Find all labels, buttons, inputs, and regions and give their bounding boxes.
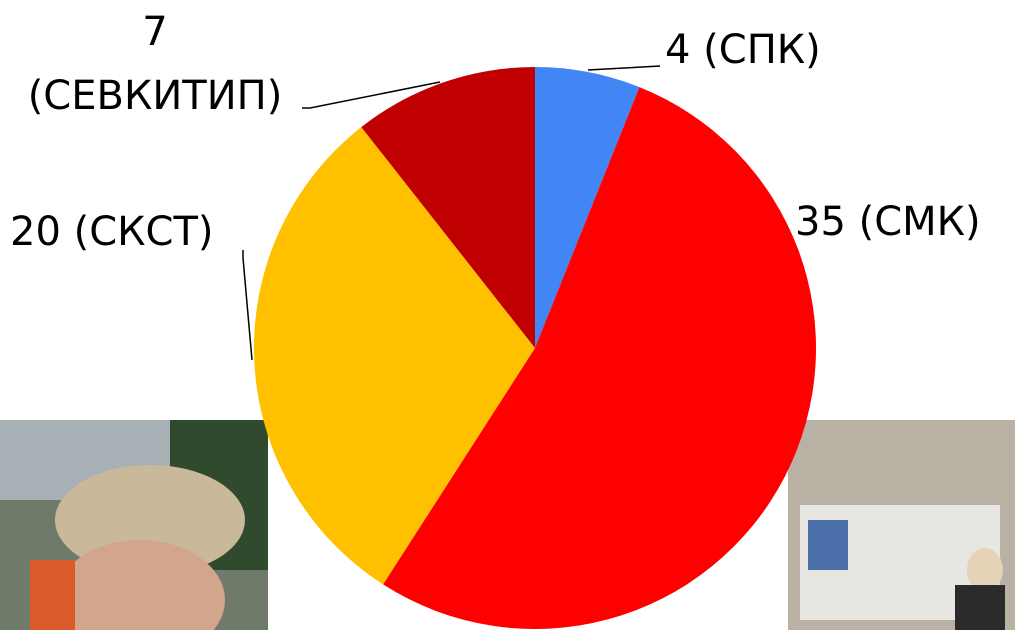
data-label: 4 (СПК) <box>665 27 821 73</box>
leader-line <box>302 81 441 109</box>
pie-slice <box>383 87 816 630</box>
data-label: 35 (СМК) <box>795 199 981 245</box>
data-label: 7 (СЕВКИТИП) <box>27 9 283 119</box>
leader-line <box>587 65 661 71</box>
pie-slice <box>253 127 536 585</box>
photo-left <box>0 420 268 630</box>
leader-line <box>242 250 253 361</box>
pie-slice <box>535 67 640 348</box>
pie <box>253 67 816 630</box>
data-label: 20 (СКСТ) <box>10 209 214 255</box>
pie-slice <box>361 67 535 348</box>
leader-lines <box>242 65 661 361</box>
photo-right <box>788 420 1015 630</box>
